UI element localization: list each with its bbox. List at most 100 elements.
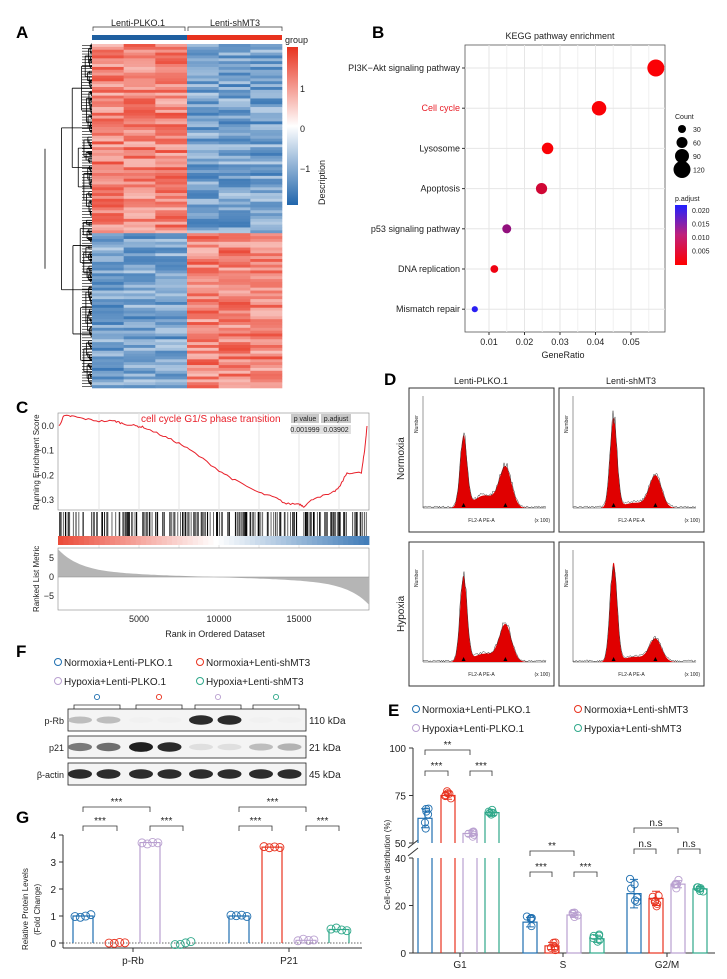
heatmap-cell xyxy=(187,170,219,174)
gsea-rank-colorbar-segment xyxy=(275,536,282,545)
heatmap-cell xyxy=(123,173,156,177)
heatmap-cell xyxy=(250,72,283,76)
gsea-rank-colorbar-segment xyxy=(115,536,121,545)
heatmap-cell xyxy=(123,193,156,197)
bar xyxy=(417,817,433,953)
heatmap-cell xyxy=(155,267,188,271)
heatmap-cell xyxy=(92,173,124,177)
gsea-metric-ytick-label: 5 xyxy=(49,553,54,563)
heatmap-cell xyxy=(218,109,251,114)
heatmap-cell xyxy=(92,138,124,142)
heatmap-cell xyxy=(218,101,251,105)
heatmap-cell xyxy=(187,193,219,197)
heatmap-cell xyxy=(92,109,124,114)
heatmap-cell xyxy=(250,316,283,320)
bar xyxy=(228,915,250,943)
heatmap-cell xyxy=(92,319,124,323)
heatmap-cell xyxy=(250,276,283,280)
heatmap-cell xyxy=(218,170,251,174)
legend-marker-circle xyxy=(412,724,420,732)
heatmap-cell xyxy=(250,241,283,245)
cellcycle-category-label: S xyxy=(560,960,567,971)
heatmap-cell xyxy=(187,293,219,297)
heatmap-cell xyxy=(250,95,283,99)
heatmap-cell xyxy=(155,161,188,165)
heatmap-cell xyxy=(92,333,124,337)
heatmap-cell xyxy=(92,78,124,82)
data-point xyxy=(298,934,308,944)
data-point xyxy=(259,842,269,852)
heatmap-cell xyxy=(187,44,219,48)
heatmap-cell xyxy=(187,112,219,116)
heatmap-cell xyxy=(155,233,188,237)
heatmap-cell xyxy=(250,299,283,303)
heatmap-cell xyxy=(250,367,283,372)
heatmap-cell xyxy=(218,345,251,349)
significance-bracket-label: n.s xyxy=(638,839,651,850)
heatmap-cell xyxy=(92,327,124,331)
heatmap-cell xyxy=(123,244,156,248)
heatmap-cell xyxy=(92,118,124,122)
heatmap-cell xyxy=(123,49,156,53)
group-bar-1 xyxy=(92,35,187,40)
heatmap-cell xyxy=(123,127,156,131)
legend-label: Normoxia+Lenti-shMT3 xyxy=(584,705,689,716)
heatmap-cell xyxy=(250,376,283,380)
bar xyxy=(328,928,350,943)
heatmap-cell xyxy=(250,52,283,56)
data-point xyxy=(175,939,185,949)
heatmap-cell xyxy=(187,230,219,234)
heatmap-cell xyxy=(218,322,251,326)
heatmap-cell xyxy=(155,184,188,188)
heatmap-cell xyxy=(123,330,156,334)
heatmap-cell xyxy=(123,170,156,174)
gsea-rank-colorbar-segment xyxy=(208,536,214,545)
kegg-pathway-label: Apoptosis xyxy=(420,184,460,194)
protein-ytick-label: 0 xyxy=(50,939,56,950)
heatmap-cell xyxy=(92,385,124,389)
heatmap-cell xyxy=(92,84,124,88)
kegg-xtick-label: 0.02 xyxy=(516,337,534,347)
kegg-pathway-label: p53 signaling pathway xyxy=(371,224,461,234)
heatmap-cell xyxy=(123,261,156,266)
heatmap-cell xyxy=(218,324,251,329)
heatmap-cell xyxy=(218,273,251,277)
heatmap-cell xyxy=(187,250,219,254)
heatmap-cell xyxy=(123,66,156,71)
data-point xyxy=(170,940,180,950)
data-point xyxy=(469,830,478,839)
heatmap-cell xyxy=(123,109,156,114)
heatmap-cell xyxy=(250,347,283,352)
heatmap-cell xyxy=(250,333,283,337)
blot-band xyxy=(217,715,242,725)
heatmap-cell xyxy=(187,270,219,274)
heatmap-cell xyxy=(250,170,283,174)
heatmap-cell xyxy=(155,281,188,286)
blot-band xyxy=(217,769,242,779)
significance-bracket-label: *** xyxy=(111,797,123,808)
gsea-rank-colorbar-segment xyxy=(332,536,339,545)
heatmap-cell xyxy=(250,101,283,105)
heatmap-cell xyxy=(250,319,283,323)
heatmap-cell xyxy=(92,279,124,283)
heatmap-cell xyxy=(187,167,219,171)
heatmap-cell xyxy=(250,181,283,185)
data-point xyxy=(650,897,659,906)
heatmap-cell xyxy=(123,58,156,62)
heatmap-cell xyxy=(218,284,251,288)
heatmap-cell xyxy=(187,66,219,71)
heatmap-cell xyxy=(218,356,251,360)
heatmap-cell xyxy=(123,362,156,366)
data-point xyxy=(630,880,639,889)
heatmap-cell xyxy=(155,150,188,154)
heatmap-cell xyxy=(123,164,156,168)
blot-band xyxy=(129,716,153,724)
heatmap-cell xyxy=(123,376,156,380)
significance-bracket-label: n.s xyxy=(649,818,662,829)
heatmap-cell xyxy=(250,365,283,369)
heatmap-cell xyxy=(92,299,124,303)
significance-bracket xyxy=(82,825,118,831)
heatmap-group-label-2: Lenti-shMT3 xyxy=(210,18,260,28)
heatmap-cell xyxy=(92,46,124,51)
